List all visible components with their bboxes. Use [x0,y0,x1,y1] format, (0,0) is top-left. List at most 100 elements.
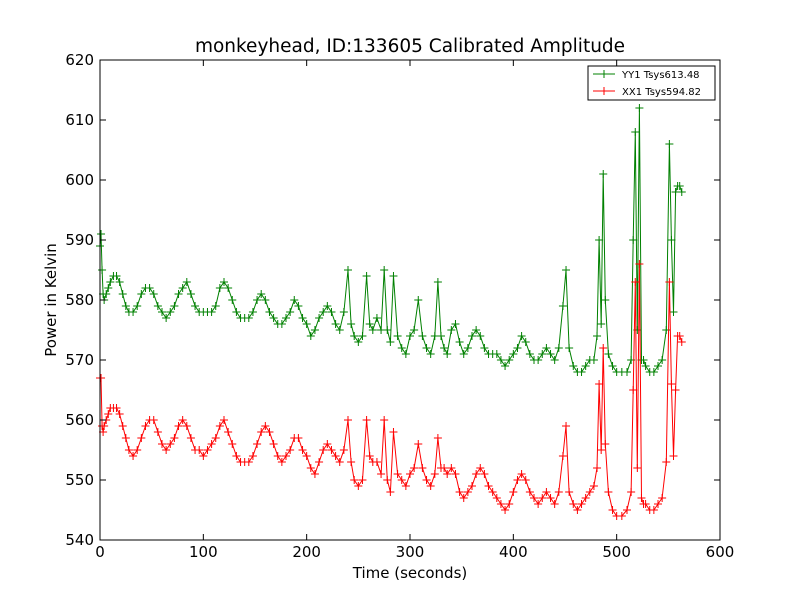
data-point [350,332,359,340]
data-point [397,476,406,484]
data-point [534,356,543,364]
data-point [244,314,253,322]
data-point [207,440,216,448]
data-point [562,266,571,274]
data-point [215,284,224,292]
data-point [319,308,328,316]
data-point [565,488,574,496]
data-point [447,326,456,334]
data-point [224,428,233,436]
data-point [220,278,228,286]
data-point [158,308,166,316]
data-point [623,368,631,376]
data-point [658,494,667,502]
data-point [463,344,472,352]
data-point [323,302,332,310]
data-point [426,482,435,490]
data-point [344,266,352,274]
data-point [282,452,290,460]
data-point [306,464,315,472]
data-point [513,344,522,352]
data-point [327,446,336,454]
data-point [302,452,311,460]
data-point [323,440,332,448]
data-point [629,236,638,244]
data-point [244,458,253,466]
data-point [354,482,363,490]
data-point [344,416,352,424]
data-point [137,434,146,442]
data-point [286,446,295,454]
data-point [298,446,307,454]
data-point [294,302,303,310]
series-line-xx1 [100,263,683,517]
data-point [133,446,142,454]
y-tick-label: 570 [65,351,94,369]
data-point [565,344,574,352]
data-point [315,458,324,466]
data-point [629,386,638,394]
data-point [476,464,485,472]
data-point [358,476,367,484]
data-point [149,416,158,424]
data-point [257,290,266,298]
data-point [472,326,481,334]
data-point [517,470,526,478]
data-point [153,302,162,310]
data-point [604,488,613,496]
data-point [633,464,642,472]
data-point [554,344,563,352]
data-point [386,338,395,346]
data-point [521,338,530,346]
data-point [492,350,501,358]
data-point [195,446,204,454]
data-point [401,482,410,490]
data-point [162,446,171,454]
data-point [496,500,505,508]
data-point [389,272,398,280]
data-point [211,434,220,442]
data-point [677,188,686,196]
data-point [665,278,674,286]
data-point [115,410,124,418]
data-point [569,362,578,370]
data-point [372,314,381,322]
data-point [149,290,158,298]
data-point [538,350,547,358]
data-point [505,500,514,508]
data-point [362,416,371,424]
data-point [257,428,266,436]
data-point [599,170,608,178]
data-point [232,452,241,460]
data-point [542,488,551,496]
data-point [380,266,389,274]
data-point [597,320,606,328]
data-point [174,422,183,430]
data-point [669,452,678,460]
data-point [166,308,175,316]
data-point [480,344,489,352]
data-point [573,506,582,514]
data-point [418,332,427,340]
data-point [667,380,676,388]
data-point [604,350,613,358]
data-point [496,356,505,364]
data-point [534,500,543,508]
data-point [623,506,631,514]
data-point [608,506,617,514]
data-point [665,140,674,148]
data-point [589,482,598,490]
data-point [480,470,489,478]
data-point [178,284,187,292]
data-point [671,386,680,394]
data-point [162,314,171,322]
data-point [401,350,410,358]
data-point [558,302,567,310]
data-point [397,344,406,352]
data-point [595,236,604,244]
data-point [459,494,468,502]
data-point [253,296,262,304]
data-point [365,452,374,460]
